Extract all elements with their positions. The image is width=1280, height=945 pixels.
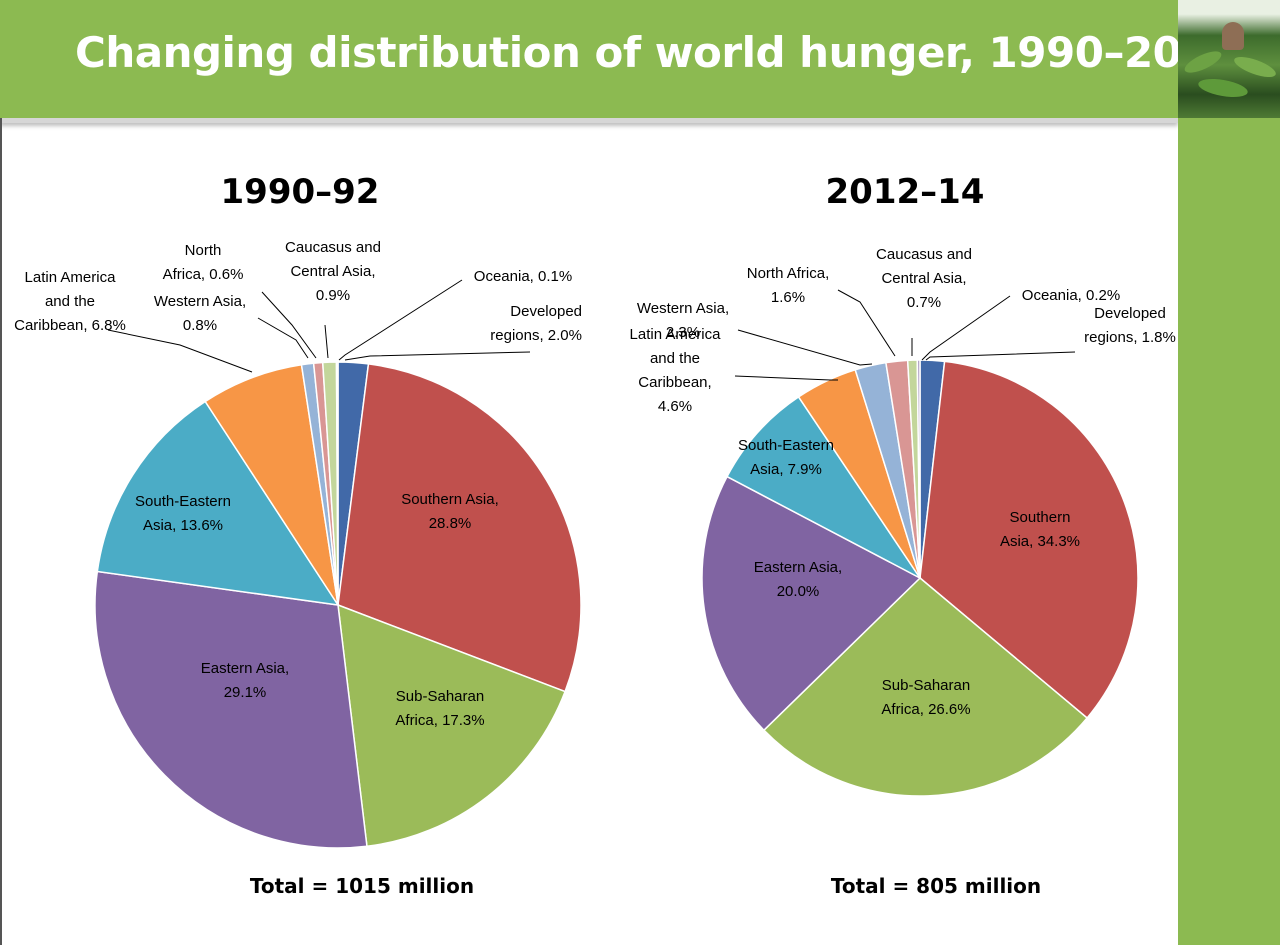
data-label-developed-regions: Developed regions, 2.0% <box>490 303 582 344</box>
leader-line-developed-regions <box>344 351 531 361</box>
slice-sub-saharan-africa <box>762 576 1089 797</box>
total-1990: Total = 1015 million <box>249 874 475 898</box>
data-label-western-asia: Western Asia, 2.3% <box>637 300 729 341</box>
data-label-eastern-asia: Eastern Asia, 29.1% <box>201 660 289 701</box>
data-label-developed-regions: Developed regions, 1.8% <box>1084 305 1176 346</box>
slice-eastern-asia <box>94 570 368 849</box>
chart-title-1990: 1990–92 <box>220 172 380 212</box>
leader-line-western-asia <box>737 329 873 366</box>
side-green-bar <box>1178 118 1280 945</box>
slice-oceania <box>916 359 921 579</box>
leader-line-latin-america-and-the-caribbean <box>734 375 838 381</box>
data-label-eastern-asia: Eastern Asia, 20.0% <box>754 559 842 600</box>
data-label-sub-saharan-africa: Sub-Saharan Africa, 26.6% <box>881 677 970 718</box>
pie-chart-2012-14: Developed regions, 1.8% Southern Asia, 34.3… <box>630 246 1176 797</box>
data-label-oceania: Oceania, 0.1% <box>474 268 572 285</box>
total-2012: Total = 805 million <box>830 874 1042 898</box>
pie-charts: Developed regions, 2.0% Southern Asia, 28.8… <box>14 239 1176 849</box>
slice-sub-saharan-africa <box>337 603 567 848</box>
slice-eastern-asia <box>701 475 922 732</box>
leader-line-oceania <box>921 295 1011 361</box>
window-edge <box>0 118 2 945</box>
data-label-south-eastern-asia: South-Eastern Asia, 13.6% <box>135 493 231 534</box>
slice-southern-asia <box>919 360 1139 720</box>
data-label-western-asia: Western Asia, 0.8% <box>154 293 246 334</box>
slice-oceania <box>335 361 339 606</box>
leader-line-oceania <box>338 279 463 361</box>
slide-title: Changing distribution of world hunger, 1… <box>75 28 1239 77</box>
data-label-south-eastern-asia: South-Eastern Asia, 7.9% <box>738 437 834 478</box>
chart-title-2012: 2012–14 <box>825 172 985 212</box>
leader-line-caucasus-and-central-asia <box>324 324 329 359</box>
pie-chart-1990-92: Developed regions, 2.0% Southern Asia, 28.8… <box>14 239 582 849</box>
leader-line-north-africa <box>837 289 896 357</box>
leader-line-latin-america-and-the-caribbean <box>107 329 253 373</box>
data-label-southern-asia: Southern Asia, 28.8% <box>401 491 499 532</box>
data-label-oceania: Oceania, 0.2% <box>1022 287 1120 304</box>
slice-south-eastern-asia <box>96 400 340 606</box>
data-label-latin-america-and-the-caribbean: Latin America and the Caribbean, 4.6% <box>630 326 722 415</box>
leader-line-developed-regions <box>925 351 1076 361</box>
report-cover-photo <box>1178 0 1280 118</box>
title-banner: Changing distribution of world hunger, 1… <box>0 0 1239 123</box>
data-label-caucasus-and-central-asia: Caucasus and Central Asia, 0.9% <box>285 239 381 304</box>
data-label-latin-america-and-the-caribbean: Latin America and the Caribbean, 6.8% <box>14 269 126 334</box>
data-label-sub-saharan-africa: Sub-Saharan Africa, 17.3% <box>395 688 484 729</box>
data-label-north-africa: North Africa, 1.6% <box>747 265 830 306</box>
data-label-north-africa: North Africa, 0.6% <box>163 242 244 283</box>
slice-south-eastern-asia <box>726 395 921 579</box>
leader-line-western-asia <box>257 317 309 359</box>
leader-line-north-africa <box>261 291 317 359</box>
slice-southern-asia <box>337 363 582 693</box>
data-label-southern-asia: Southern Asia, 34.3% <box>1000 509 1080 550</box>
data-label-caucasus-and-central-asia: Caucasus and Central Asia, 0.7% <box>876 246 972 311</box>
